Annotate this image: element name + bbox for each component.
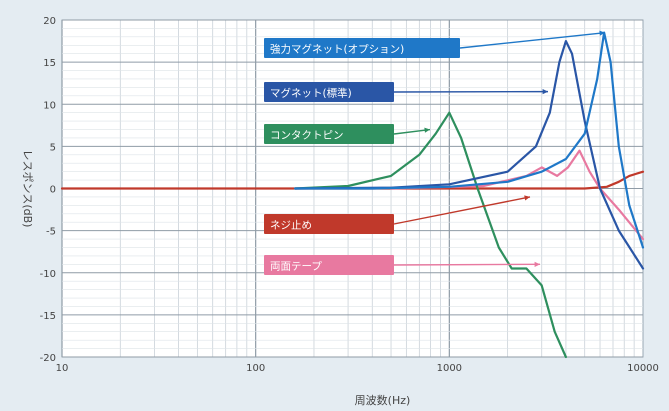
series-line: [60, 170, 645, 190]
x-axis-label: 周波数(Hz): [355, 394, 411, 407]
series-pointer-arrowhead: [599, 30, 605, 36]
series-line: [294, 111, 568, 359]
series-label-text: 両面テープ: [270, 261, 322, 273]
series-line: [294, 39, 645, 270]
y-tick-label: 15: [43, 58, 56, 69]
series-label-text: マグネット(標準): [270, 87, 352, 100]
y-tick-label: 20: [43, 16, 56, 27]
x-tick-label: 10: [56, 363, 69, 374]
series-pointer: [393, 263, 541, 266]
series-pointer-arrowhead: [524, 195, 530, 201]
y-tick-label: 0: [50, 185, 56, 196]
y-tick-label: 5: [50, 142, 56, 153]
x-tick-label: 100: [246, 363, 265, 374]
series-pointer: [393, 196, 531, 225]
series-label-text: 強力マグネット(オプション): [270, 43, 404, 56]
series-label-box: [264, 82, 394, 102]
series-pointer: [393, 128, 431, 135]
series-pointer-arrowhead: [534, 261, 540, 267]
series-label-text: コンタクトピン: [270, 130, 344, 142]
x-tick-label: 10000: [627, 363, 659, 374]
series-lines: [60, 31, 645, 359]
y-tick-label: 10: [43, 100, 56, 111]
x-tick-label: 1000: [437, 363, 462, 374]
series-label-box: [264, 38, 460, 58]
series-pointer-arrowhead: [542, 89, 548, 95]
series-line: [389, 149, 645, 241]
series-pointer-arrowhead: [424, 127, 430, 133]
y-tick-label: -20: [40, 353, 56, 364]
y-axis-label: レスポンス(dB): [21, 150, 34, 228]
y-tick-label: -15: [40, 311, 56, 322]
series-label-box: [264, 214, 394, 234]
y-tick-label: -5: [46, 227, 56, 238]
series-label-box: [264, 124, 394, 144]
series-line: [294, 31, 645, 249]
y-tick-label: -10: [40, 269, 56, 280]
series-label-box: [264, 255, 394, 275]
series-pointer: [459, 31, 606, 49]
series-label-text: ネジ止め: [270, 220, 312, 232]
